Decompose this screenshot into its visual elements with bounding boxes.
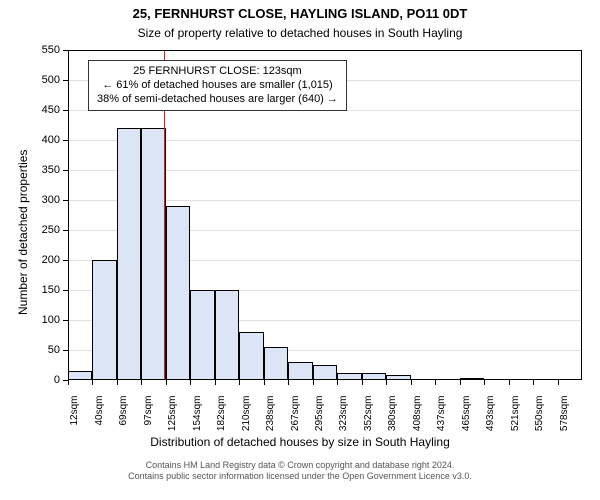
x-tick-label: 323sqm — [338, 396, 349, 436]
x-tick — [215, 380, 216, 385]
x-tick-label: 69sqm — [118, 396, 129, 436]
y-tick — [63, 260, 68, 261]
footer-line-1: Contains HM Land Registry data © Crown c… — [0, 460, 600, 471]
chart-title: 25, FERNHURST CLOSE, HAYLING ISLAND, PO1… — [0, 6, 600, 21]
x-tick-label: 408sqm — [412, 396, 423, 436]
x-tick-label: 380sqm — [387, 396, 398, 436]
annotation-line-2: ← 61% of detached houses are smaller (1,… — [97, 79, 338, 93]
histogram-bar — [313, 365, 337, 380]
y-tick-label: 300 — [24, 194, 60, 206]
y-tick — [63, 350, 68, 351]
histogram-bar — [288, 362, 312, 380]
x-tick — [166, 380, 167, 385]
y-tick-label: 500 — [24, 74, 60, 86]
y-tick-label: 200 — [24, 254, 60, 266]
x-tick — [313, 380, 314, 385]
histogram-bar — [460, 378, 484, 380]
y-tick-label: 250 — [24, 224, 60, 236]
annotation-box: 25 FERNHURST CLOSE: 123sqm← 61% of detac… — [88, 60, 347, 111]
footer-line-2: Contains public sector information licen… — [0, 471, 600, 482]
x-tick-label: 12sqm — [69, 396, 80, 436]
histogram-bar — [117, 128, 141, 380]
x-tick — [239, 380, 240, 385]
x-tick-label: 154sqm — [192, 396, 203, 436]
x-tick-label: 267sqm — [290, 396, 301, 436]
x-tick-label: 493sqm — [485, 396, 496, 436]
x-tick-label: 97sqm — [143, 396, 154, 436]
x-tick-label: 465sqm — [461, 396, 472, 436]
y-tick — [63, 110, 68, 111]
y-tick — [63, 320, 68, 321]
y-tick-label: 150 — [24, 284, 60, 296]
annotation-line-1: 25 FERNHURST CLOSE: 123sqm — [97, 65, 338, 79]
x-tick — [68, 380, 69, 385]
y-tick — [63, 80, 68, 81]
x-tick-label: 125sqm — [167, 396, 178, 436]
histogram-bar — [190, 290, 214, 380]
y-tick — [63, 200, 68, 201]
histogram-bar — [215, 290, 239, 380]
x-tick-label: 550sqm — [534, 396, 545, 436]
x-tick-label: 437sqm — [436, 396, 447, 436]
x-tick-label: 352sqm — [363, 396, 374, 436]
y-tick — [63, 170, 68, 171]
x-tick — [509, 380, 510, 385]
x-tick — [411, 380, 412, 385]
y-tick-label: 350 — [24, 164, 60, 176]
x-tick-label: 238sqm — [265, 396, 276, 436]
y-tick — [63, 230, 68, 231]
histogram-bar — [92, 260, 116, 380]
x-tick-label: 521sqm — [510, 396, 521, 436]
y-tick-label: 450 — [24, 104, 60, 116]
x-tick — [460, 380, 461, 385]
x-tick-label: 182sqm — [216, 396, 227, 436]
x-tick — [117, 380, 118, 385]
histogram-bar — [386, 375, 410, 380]
y-tick — [63, 140, 68, 141]
histogram-bar — [264, 347, 288, 380]
footer: Contains HM Land Registry data © Crown c… — [0, 460, 600, 483]
x-tick-label: 210sqm — [241, 396, 252, 436]
histogram-bar — [141, 128, 165, 380]
x-tick — [288, 380, 289, 385]
y-tick-label: 400 — [24, 134, 60, 146]
x-tick — [264, 380, 265, 385]
histogram-bar — [68, 371, 92, 380]
x-tick — [362, 380, 363, 385]
y-tick-label: 100 — [24, 314, 60, 326]
annotation-line-3: 38% of semi-detached houses are larger (… — [97, 93, 338, 107]
x-tick-label: 578sqm — [559, 396, 570, 436]
y-tick — [63, 50, 68, 51]
x-tick — [435, 380, 436, 385]
y-tick-label: 50 — [24, 344, 60, 356]
histogram-bar — [239, 332, 263, 380]
x-tick — [533, 380, 534, 385]
x-tick — [558, 380, 559, 385]
plot-area: 25 FERNHURST CLOSE: 123sqm← 61% of detac… — [68, 50, 582, 380]
x-tick-label: 40sqm — [94, 396, 105, 436]
chart-subtitle: Size of property relative to detached ho… — [0, 26, 600, 40]
chart-container: 25, FERNHURST CLOSE, HAYLING ISLAND, PO1… — [0, 0, 600, 500]
x-tick — [92, 380, 93, 385]
histogram-bar — [166, 206, 190, 380]
x-tick-label: 295sqm — [314, 396, 325, 436]
histogram-bar — [362, 373, 386, 380]
x-tick — [484, 380, 485, 385]
histogram-bar — [337, 373, 361, 380]
x-tick — [190, 380, 191, 385]
y-tick-label: 0 — [24, 374, 60, 386]
x-tick — [386, 380, 387, 385]
y-gridline — [68, 50, 582, 51]
y-tick — [63, 290, 68, 291]
x-tick — [337, 380, 338, 385]
y-tick-label: 550 — [24, 44, 60, 56]
x-tick — [141, 380, 142, 385]
x-axis-label: Distribution of detached houses by size … — [0, 435, 600, 449]
